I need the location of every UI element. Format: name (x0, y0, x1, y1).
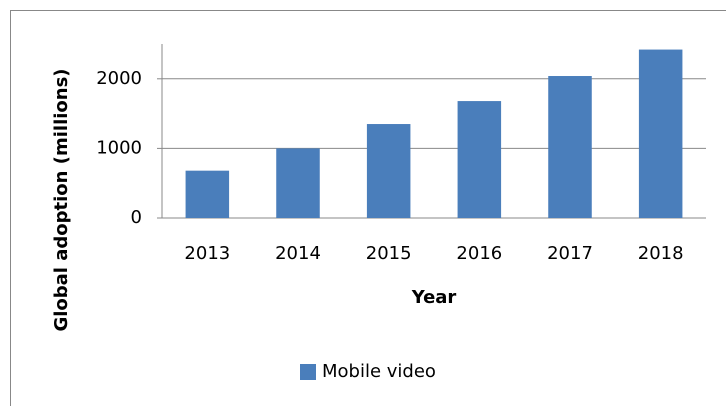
bar (548, 76, 592, 219)
x-tick-label: 2014 (275, 243, 321, 264)
x-tick-label: 2017 (547, 243, 593, 264)
x-tick-label: 2015 (366, 243, 412, 264)
bar (276, 148, 320, 218)
x-tick-label: 2016 (456, 243, 502, 264)
x-tick-label: 2018 (638, 243, 684, 264)
y-tick-label: 1000 (96, 137, 142, 158)
bar (638, 49, 683, 219)
legend-swatch (300, 364, 316, 380)
legend-label: Mobile video (322, 361, 436, 382)
bar (457, 101, 502, 218)
y-axis-label: Global adoption (millions) (51, 68, 72, 331)
chart-border (10, 10, 726, 406)
y-tick-label: 2000 (96, 68, 142, 89)
x-axis-label: Year (411, 287, 457, 308)
y-tick-label: 0 (131, 207, 142, 228)
bar (366, 124, 411, 218)
bar (185, 170, 230, 218)
x-tick-label: 2013 (184, 243, 230, 264)
